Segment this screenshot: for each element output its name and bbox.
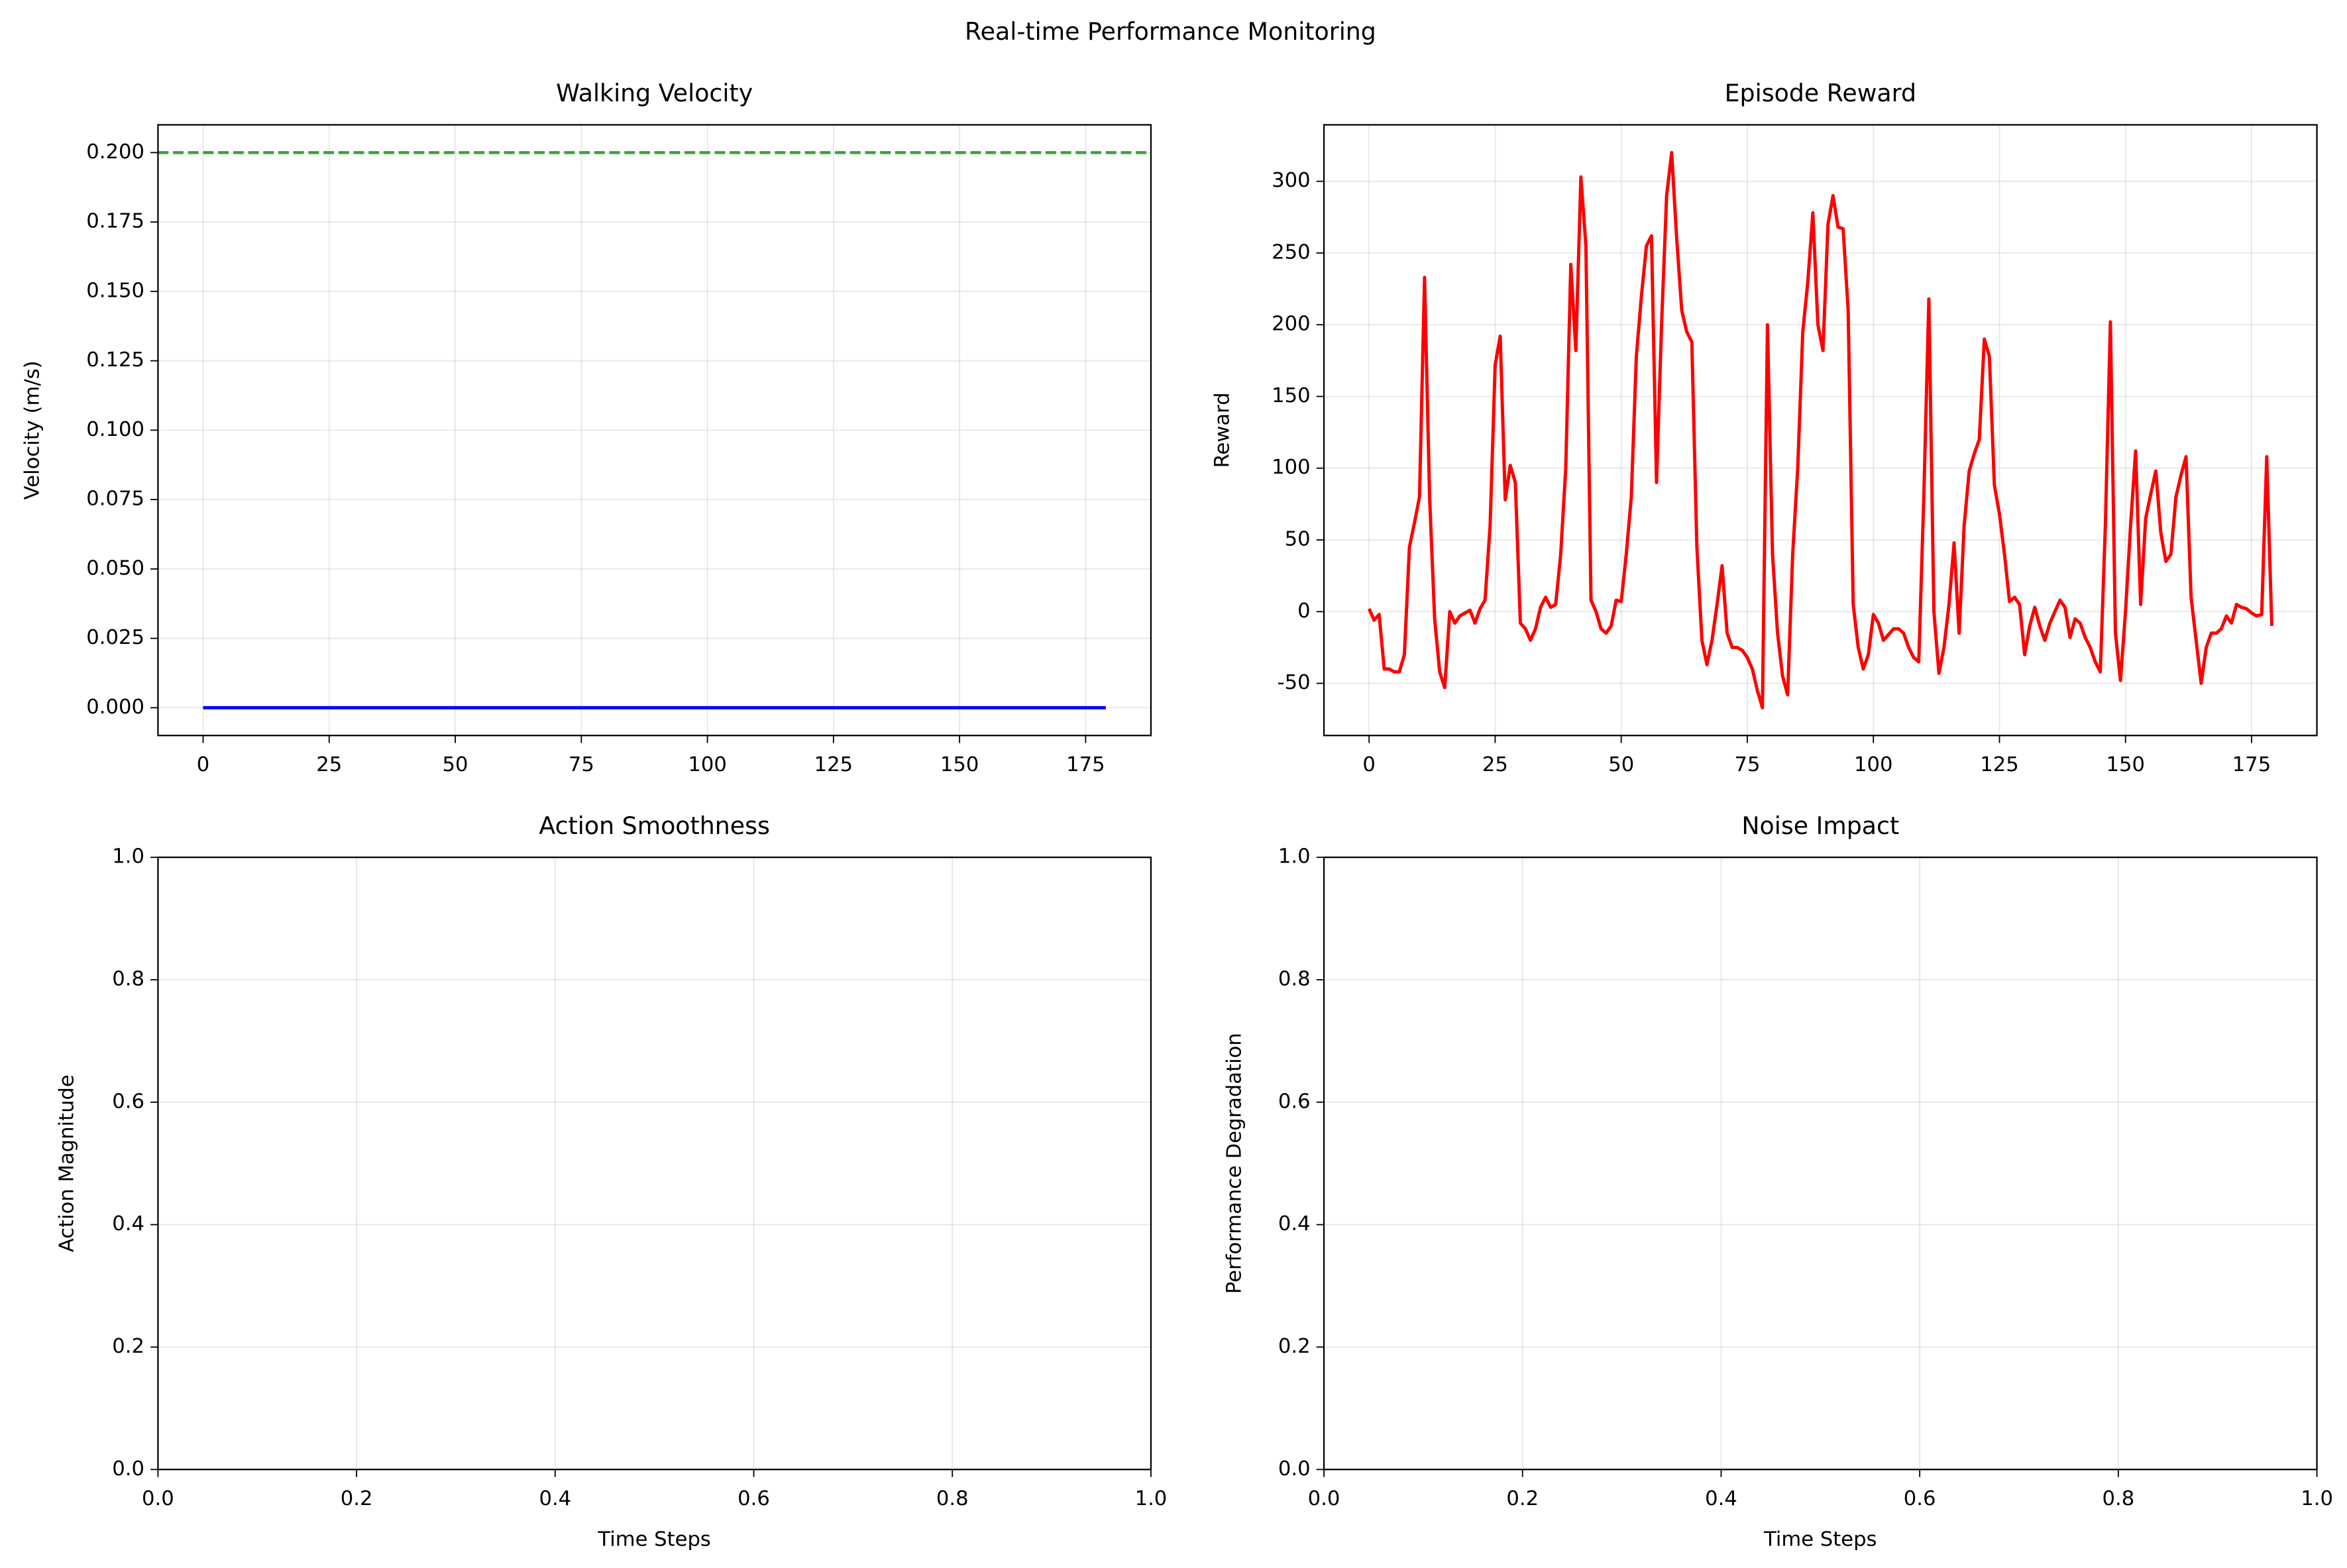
subplot-title: Episode Reward — [1725, 79, 1916, 107]
y-tick-label: 0.175 — [86, 210, 144, 233]
y-tick-label: 0.6 — [1278, 1090, 1311, 1113]
x-tick-label: 100 — [688, 753, 726, 776]
y-tick-label: 0.2 — [112, 1335, 144, 1358]
y-tick-label: -50 — [1278, 671, 1311, 694]
x-tick-label: 0.2 — [341, 1487, 373, 1510]
y-tick-label: 0.200 — [86, 140, 144, 164]
y-tick-label: 200 — [1272, 313, 1310, 336]
x-tick-label: 125 — [1980, 753, 2018, 776]
y-tick-label: 0.125 — [86, 348, 144, 372]
y-tick-label: 250 — [1272, 240, 1310, 264]
data-line — [1367, 150, 2273, 709]
y-tick-label: 0.8 — [112, 968, 144, 991]
x-tick-label: 0 — [197, 753, 210, 776]
x-tick-label: 175 — [2232, 753, 2271, 776]
axes-frame — [157, 857, 1152, 1471]
x-tick-label: 150 — [2106, 753, 2145, 776]
y-tick-label: 0.8 — [1278, 968, 1311, 991]
subplot: Episode Reward Reward 0 25 50 75 100 125 150 175 -… — [1211, 79, 2318, 776]
y-tick-label: 0.100 — [86, 418, 144, 441]
x-tick-label: 0.8 — [936, 1487, 969, 1510]
x-tick-label: 50 — [443, 753, 468, 776]
subplot-title: Noise Impact — [1741, 811, 1899, 840]
x-tick-label: 25 — [1482, 753, 1508, 776]
subplot-title: Walking Velocity — [556, 79, 753, 107]
x-tick-label: 0.2 — [1506, 1487, 1539, 1510]
x-tick-label: 0.0 — [142, 1487, 174, 1510]
y-tick-label: 300 — [1272, 169, 1310, 192]
axes-frame — [1323, 124, 2318, 737]
axes-frame — [1323, 857, 2318, 1471]
y-tick-label: 0.025 — [86, 626, 144, 649]
x-tick-label: 0.4 — [1705, 1487, 1737, 1510]
y-tick-label: 0.075 — [86, 488, 144, 511]
y-tick-label: 1.0 — [112, 845, 144, 868]
subplot: Noise Impact Performance Degradation Time … — [1223, 811, 2333, 1551]
y-tick-label: 0.2 — [1278, 1335, 1311, 1358]
x-tick-label: 175 — [1066, 753, 1105, 776]
subplot: Walking Velocity Velocity (m/s) 0 25 50 75 100… — [21, 79, 1152, 776]
y-tick-label: 0 — [1297, 600, 1311, 623]
x-tick-label: 0.8 — [2102, 1487, 2135, 1510]
y-tick-label: 0.000 — [86, 696, 144, 719]
y-tick-label: 0.4 — [112, 1212, 144, 1235]
x-tick-label: 0.4 — [539, 1487, 571, 1510]
x-tick-label: 25 — [316, 753, 342, 776]
x-tick-label: 0.6 — [1904, 1487, 1936, 1510]
y-axis-label: Performance Degradation — [1223, 1033, 1246, 1294]
x-axis-label: Time Steps — [597, 1528, 710, 1551]
subplot-title: Action Smoothness — [539, 811, 770, 840]
x-axis-label: Time Steps — [1763, 1528, 1877, 1551]
x-tick-label: 150 — [940, 753, 979, 776]
x-tick-label: 0.6 — [737, 1487, 770, 1510]
y-axis-label: Velocity (m/s) — [21, 360, 44, 499]
y-tick-label: 0.6 — [112, 1090, 144, 1113]
x-tick-label: 75 — [569, 753, 594, 776]
x-tick-label: 1.0 — [1135, 1487, 1168, 1510]
x-tick-label: 0.0 — [1308, 1487, 1340, 1510]
x-tick-label: 75 — [1734, 753, 1760, 776]
y-tick-label: 1.0 — [1278, 845, 1311, 868]
y-axis-label: Action Magnitude — [56, 1074, 79, 1252]
subplot: Action Smoothness Action Magnitude Time St… — [56, 811, 1168, 1551]
y-tick-label: 0.0 — [112, 1457, 144, 1481]
y-tick-label: 0.050 — [86, 556, 144, 580]
x-tick-label: 50 — [1608, 753, 1634, 776]
y-tick-label: 50 — [1285, 528, 1311, 551]
x-tick-label: 125 — [814, 753, 853, 776]
y-tick-label: 150 — [1272, 384, 1310, 407]
x-tick-label: 100 — [1854, 753, 1892, 776]
y-tick-label: 100 — [1272, 456, 1310, 479]
x-tick-label: 1.0 — [2301, 1487, 2333, 1510]
axes-frame — [157, 124, 1152, 737]
y-tick-label: 0.150 — [86, 279, 144, 302]
y-tick-label: 0.0 — [1278, 1457, 1311, 1481]
y-tick-label: 0.4 — [1278, 1212, 1311, 1235]
y-axis-label: Reward — [1211, 392, 1234, 468]
x-tick-label: 0 — [1362, 753, 1376, 776]
figure-title: Real-time Performance Monitoring — [965, 17, 1376, 46]
